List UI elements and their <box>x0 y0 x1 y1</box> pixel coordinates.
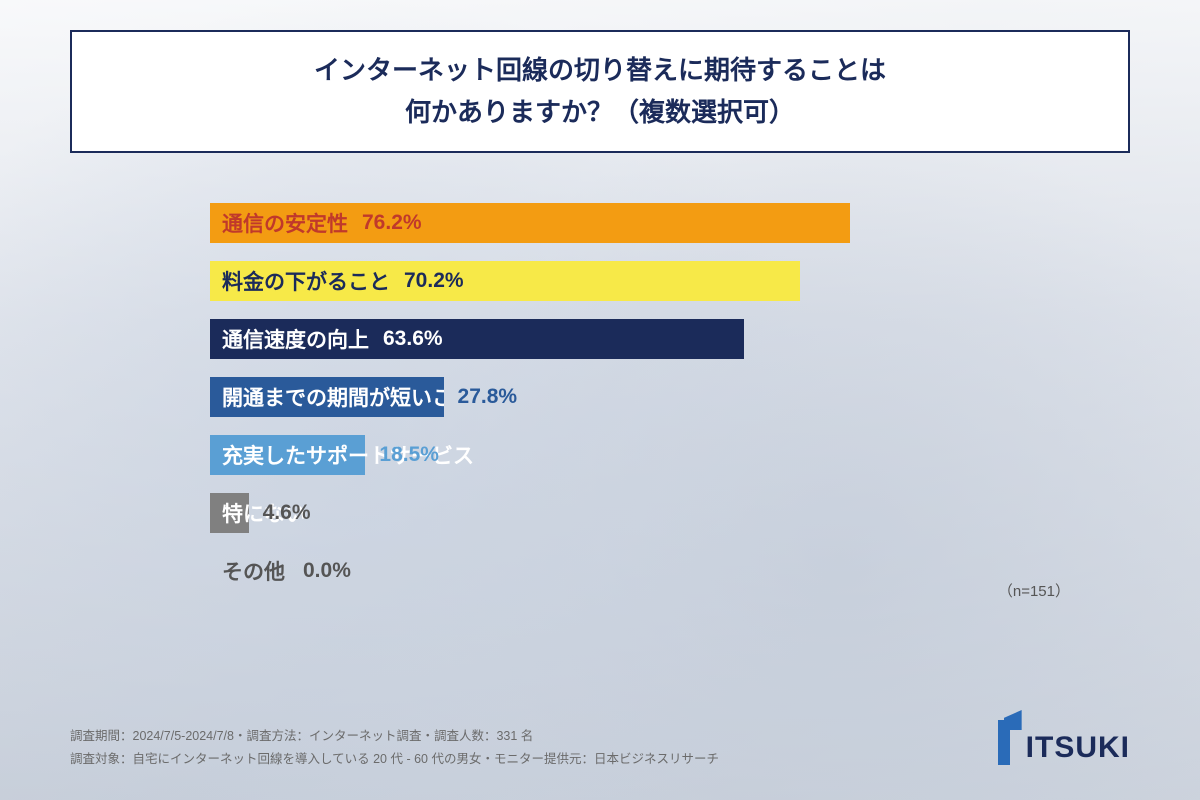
bar-label: 通信速度の向上 <box>222 324 369 354</box>
footer-line1: 調査期間：2024/7/5-2024/7/8・調査方法：インターネット調査・調査… <box>70 725 1130 749</box>
sample-size: （n=151） <box>998 580 1070 601</box>
bar-row: 料金の下がること 70.2% <box>210 261 1070 301</box>
bar-percent: 63.6% <box>383 327 443 351</box>
bar-row: 通信速度の向上 63.6% <box>210 319 1070 359</box>
logo-mark-icon <box>992 710 1022 765</box>
bar-label: その他 <box>222 556 285 586</box>
bar: 料金の下がること 70.2% <box>210 261 800 301</box>
bar-percent: 27.8% <box>458 385 518 409</box>
bar-percent: 70.2% <box>404 269 464 293</box>
title-line2: 何かありますか？（複数選択可） <box>102 92 1098 134</box>
logo: ITSUKI <box>992 710 1130 765</box>
title-box: インターネット回線の切り替えに期待することは 何かありますか？（複数選択可） <box>70 30 1130 153</box>
bar-row: 特にない 4.6% <box>210 493 1070 533</box>
bar: 通信速度の向上 63.6% <box>210 319 744 359</box>
bar-chart: 通信の安定性 76.2% 料金の下がること 70.2% 通信速度の向上 63.6% 開通まで… <box>210 203 1070 591</box>
title-line1: インターネット回線の切り替えに期待することは <box>102 50 1098 92</box>
bar-label: 料金の下がること <box>222 266 390 296</box>
bar: 特にない <box>210 493 249 533</box>
bar: 通信の安定性 76.2% <box>210 203 850 243</box>
bar-percent: 4.6% <box>263 501 311 525</box>
bar: 開通までの期間が短いこと <box>210 377 444 417</box>
bar-percent: 18.5% <box>379 443 439 467</box>
bar-row: 通信の安定性 76.2% <box>210 203 1070 243</box>
footer: 調査期間：2024/7/5-2024/7/8・調査方法：インターネット調査・調査… <box>70 725 1130 773</box>
bar-percent: 0.0% <box>303 559 351 583</box>
footer-line2: 調査対象：自宅にインターネット回線を導入している 20 代 - 60 代の男女・… <box>70 748 1130 772</box>
bar-label: 通信の安定性 <box>222 208 348 238</box>
bar-row: その他 0.0% <box>210 551 1070 591</box>
bar-label: 開通までの期間が短いこと <box>222 382 444 412</box>
bar: 充実したサポートサービス <box>210 435 365 475</box>
bar-row: 開通までの期間が短いこと 27.8% <box>210 377 1070 417</box>
bar-row: 充実したサポートサービス 18.5% <box>210 435 1070 475</box>
bar-percent: 76.2% <box>362 211 422 235</box>
logo-text: ITSUKI <box>1026 731 1130 765</box>
